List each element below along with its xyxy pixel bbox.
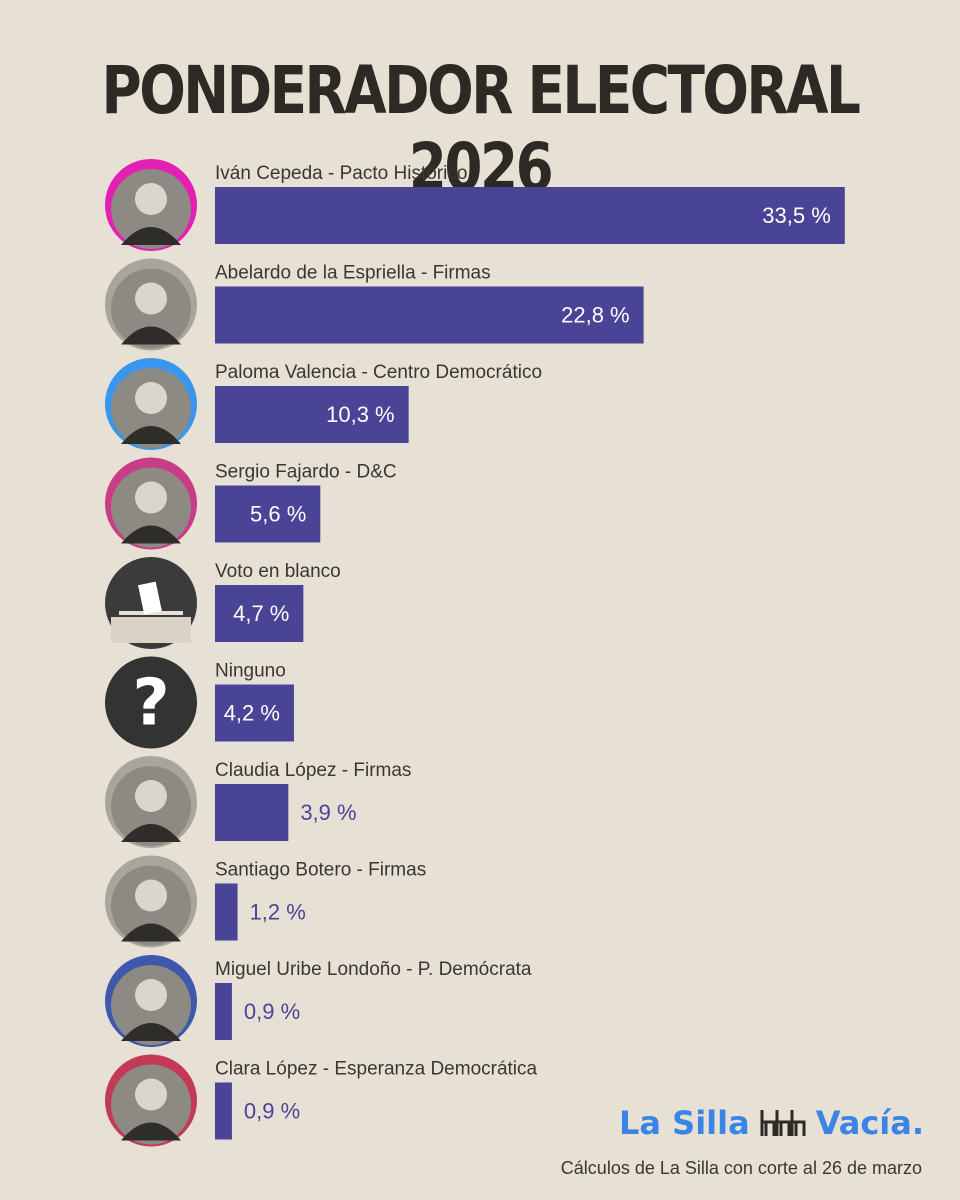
bar (215, 386, 409, 443)
data-label: 33,5 % (762, 203, 831, 228)
bar (215, 883, 238, 941)
bar (215, 286, 644, 344)
bar (215, 585, 304, 642)
portrait-shoulders-icon (121, 525, 181, 544)
data-label: 0,9 % (244, 999, 300, 1024)
category-label: Abelardo de la Espriella - Firmas (215, 263, 491, 284)
portrait-head-icon (135, 183, 167, 215)
portrait-head-icon (135, 382, 167, 414)
bar (215, 684, 294, 742)
bar (215, 983, 232, 1040)
portrait-head-icon (135, 879, 167, 912)
chart-title: PONDERADOR ELECTORAL 2026 (101, 52, 861, 206)
portrait-shoulders-icon (121, 824, 181, 842)
category-label: Voto en blanco (215, 561, 341, 582)
chairs-icon (760, 1110, 806, 1136)
portrait-shoulders-icon (121, 326, 181, 345)
category-label: Ninguno (215, 661, 286, 682)
portrait-head-icon (135, 780, 167, 812)
ballot-box-icon (111, 617, 191, 643)
portrait-shoulders-icon (121, 1122, 181, 1141)
portrait-shoulders-icon (121, 227, 181, 245)
category-label: Paloma Valencia - Centro Democrático (215, 362, 542, 383)
footnote: Cálculos de La Silla con corte al 26 de … (560, 1158, 922, 1178)
question-mark-icon: ? (132, 667, 169, 741)
portrait-shoulders-icon (121, 1023, 181, 1041)
data-label: 3,9 % (300, 800, 356, 825)
ballot-paper-icon (138, 581, 162, 615)
la-silla-vacia-logo: La Silla Vacía. (619, 1104, 924, 1142)
logo-text-right: Vacía. (815, 1104, 924, 1142)
category-label: Iván Cepeda - Pacto Histórico (215, 163, 467, 184)
avatar (105, 656, 197, 749)
portrait-shoulders-icon (121, 426, 181, 444)
category-label: Sergio Fajardo - D&C (215, 462, 397, 483)
data-label: 0,9 % (244, 1099, 300, 1124)
bar (215, 485, 321, 543)
category-label: Santiago Botero - Firmas (215, 860, 426, 881)
data-label: 22,8 % (561, 303, 630, 328)
category-label: Clara López - Esperanza Democrática (215, 1059, 538, 1080)
bar (215, 784, 289, 841)
portrait-head-icon (135, 979, 167, 1011)
portrait-head-icon (135, 481, 167, 514)
category-label: Claudia López - Firmas (215, 760, 411, 781)
data-label: 4,7 % (233, 601, 289, 626)
data-label: 4,2 % (224, 701, 280, 726)
data-label: 1,2 % (250, 900, 306, 925)
portrait-shoulders-icon (121, 923, 181, 942)
data-label: 10,3 % (326, 402, 395, 427)
category-label: Miguel Uribe Londoño - P. Demócrata (215, 959, 532, 980)
logo-text-left: La Silla (619, 1104, 750, 1142)
data-label: 5,6 % (250, 502, 306, 527)
portrait-head-icon (135, 282, 167, 315)
bar (215, 187, 845, 244)
bar (215, 1082, 232, 1140)
portrait-head-icon (135, 1078, 167, 1111)
